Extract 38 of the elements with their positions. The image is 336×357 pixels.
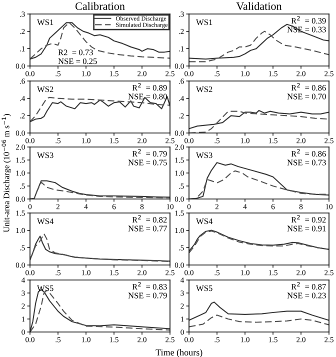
annotation: R$^{2}$ = 0.39 — [291, 16, 326, 24]
annotation: WS1 — [37, 19, 54, 26]
annotation: R2 = 0.73 — [58, 50, 93, 56]
annotation: NSE = 0.79 — [128, 292, 167, 298]
line-series — [189, 110, 329, 130]
line-series — [189, 302, 329, 321]
x-axis-title: Time (hours) — [156, 349, 202, 357]
chart-title: Validation — [236, 2, 282, 10]
annotation: WS5 — [37, 285, 54, 292]
annotation: NSE = 0.80 — [128, 94, 167, 100]
chart-title: Calibration — [75, 2, 125, 10]
annotation: R$^{2}$ = 0.79 — [132, 149, 167, 157]
annotation: WS2 — [37, 86, 54, 92]
annotation: WS4 — [196, 218, 213, 224]
line-series — [189, 314, 329, 328]
annotation: NSE = 0.23 — [287, 292, 326, 298]
annotation: R$^{2}$ = 0.87 — [291, 282, 326, 290]
annotation: NSE = 0.73 — [287, 160, 326, 166]
annotation: R$^{2}$ = 0.83 — [132, 282, 167, 290]
annotation: WS1 — [196, 19, 212, 26]
annotation: NSE = 0.91 — [287, 226, 326, 232]
annotation: WS4 — [37, 218, 54, 224]
annotation: WS2 — [196, 86, 212, 92]
annotation: NSE = 0.70 — [287, 94, 326, 100]
annotation: R$^{2}$ = 0.92 — [291, 215, 326, 223]
annotation: NSE = 0.75 — [128, 160, 167, 166]
annotation: NSE = 0.77 — [128, 226, 167, 232]
annotation: WS5 — [196, 285, 212, 292]
annotation: R$^{2}$ = 0.89 — [132, 83, 167, 91]
y-axis-title: Unit-area Discharge (10$^{−06}$ m s$^{−1}$) — [2, 114, 11, 232]
annotation: R$^{2}$ = 0.86 — [291, 83, 326, 91]
line-series — [189, 24, 329, 60]
line-series — [189, 30, 329, 62]
annotation: WS3 — [196, 152, 212, 158]
annotation: NSE = 0.25 — [58, 58, 97, 64]
annotation: R$^{2}$ = 0.86 — [291, 149, 326, 157]
annotation: WS3 — [37, 152, 54, 158]
annotation: R$^{2}$ = 0.82 — [132, 215, 167, 223]
